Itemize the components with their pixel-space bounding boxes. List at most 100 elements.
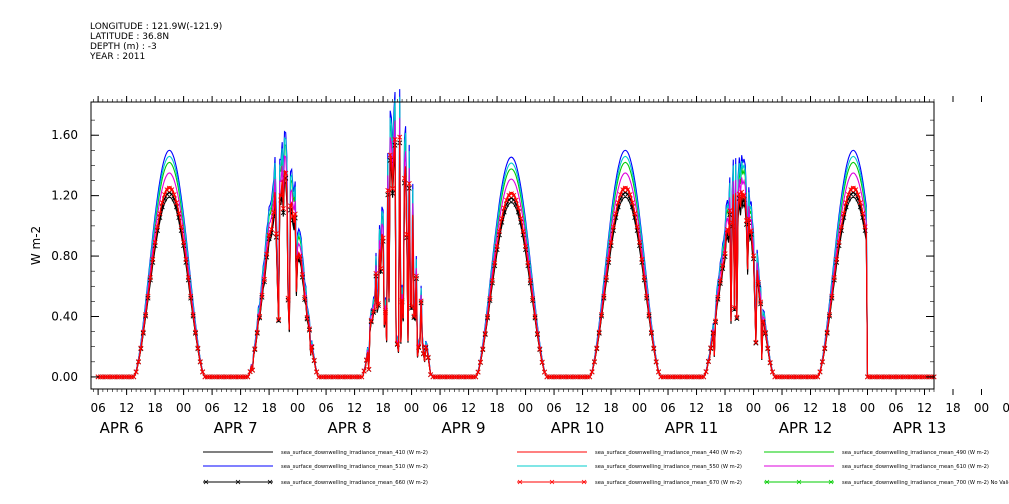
data-point bbox=[249, 367, 255, 373]
data-point bbox=[154, 224, 161, 230]
data-point bbox=[192, 329, 199, 335]
legend-label: sea_surface_downwelling_irradiance_mean_… bbox=[842, 450, 989, 456]
data-point bbox=[599, 312, 605, 318]
data-point bbox=[162, 192, 168, 198]
data-point bbox=[755, 279, 761, 285]
x-day-label: APR 9 bbox=[442, 419, 486, 437]
data-point bbox=[591, 359, 597, 365]
data-point bbox=[138, 345, 144, 351]
legend-marker bbox=[235, 479, 241, 485]
data-point bbox=[135, 359, 142, 365]
data-point bbox=[152, 239, 158, 245]
data-point bbox=[169, 187, 175, 193]
data-point bbox=[401, 175, 407, 181]
data-point bbox=[515, 205, 521, 211]
x-tick-label: 00 bbox=[746, 401, 761, 415]
data-point bbox=[646, 312, 652, 318]
x-tick-label: 12 bbox=[233, 401, 248, 415]
data-point bbox=[413, 273, 419, 279]
data-point bbox=[254, 329, 260, 335]
series-layer bbox=[95, 89, 937, 380]
data-point bbox=[266, 232, 272, 238]
data-point bbox=[276, 318, 282, 324]
data-point bbox=[734, 316, 740, 322]
x-tick-label: 06 bbox=[774, 401, 789, 415]
data-point bbox=[477, 359, 483, 365]
data-point bbox=[257, 313, 263, 319]
longitude-label: LONGITUDE : 121.9W(-121.9) bbox=[90, 22, 223, 32]
legend-marker bbox=[549, 479, 555, 485]
data-point bbox=[720, 263, 726, 269]
data-point bbox=[862, 224, 868, 230]
data-point bbox=[855, 192, 861, 198]
x-tick-label: 12 bbox=[461, 401, 476, 415]
series-line bbox=[98, 89, 934, 378]
x-day-label: APR 10 bbox=[551, 419, 605, 437]
data-point bbox=[373, 271, 379, 277]
legend-label: sea_surface_downwelling_irradiance_mean_… bbox=[842, 464, 989, 470]
x-day-label: APR 12 bbox=[779, 419, 833, 437]
data-point bbox=[404, 231, 410, 237]
data-point bbox=[620, 187, 626, 193]
data-point bbox=[264, 251, 270, 257]
data-point bbox=[409, 305, 415, 311]
data-point bbox=[252, 346, 258, 352]
data-point bbox=[596, 329, 602, 335]
data-point bbox=[387, 152, 393, 158]
data-point bbox=[380, 235, 386, 241]
data-point bbox=[188, 293, 194, 299]
data-point bbox=[741, 192, 747, 198]
x-tick-label: 18 bbox=[945, 401, 960, 415]
data-point bbox=[641, 275, 647, 281]
data-point bbox=[511, 192, 517, 198]
data-point bbox=[245, 374, 251, 380]
data-point bbox=[838, 224, 844, 230]
x-tick-label: 00 bbox=[176, 401, 191, 415]
data-point bbox=[375, 301, 381, 307]
data-point bbox=[625, 187, 631, 193]
data-point bbox=[843, 200, 849, 206]
data-point bbox=[848, 187, 854, 193]
data-point bbox=[610, 224, 616, 230]
data-point bbox=[713, 318, 719, 324]
data-point bbox=[542, 369, 548, 375]
data-point bbox=[292, 211, 298, 217]
data-point bbox=[765, 345, 771, 351]
x-tick-label: 12 bbox=[689, 401, 704, 415]
data-point bbox=[748, 228, 754, 234]
data-point bbox=[594, 345, 600, 351]
legend-marker bbox=[517, 479, 523, 485]
data-point bbox=[164, 187, 170, 193]
data-point bbox=[732, 306, 738, 312]
legend-marker bbox=[203, 479, 209, 485]
data-point bbox=[492, 260, 498, 266]
legend-label: sea_surface_downwelling_irradiance_mean_… bbox=[281, 464, 428, 470]
data-point bbox=[520, 228, 526, 234]
data-point bbox=[285, 295, 291, 301]
latitude-label: LATITUDE : 36.8N bbox=[90, 32, 170, 42]
data-point bbox=[409, 303, 415, 309]
y-tick-label: 0.00 bbox=[51, 370, 78, 384]
y-tick-label: 0.80 bbox=[51, 249, 78, 263]
data-point bbox=[826, 312, 833, 318]
data-point bbox=[494, 243, 500, 249]
data-point bbox=[518, 215, 524, 221]
data-point bbox=[147, 275, 153, 281]
data-point bbox=[394, 341, 400, 347]
y-tick-label: 1.60 bbox=[51, 128, 78, 142]
x-tick-label: 18 bbox=[489, 401, 504, 415]
data-point bbox=[824, 329, 830, 335]
data-point bbox=[143, 312, 149, 318]
data-point bbox=[482, 330, 488, 337]
data-point bbox=[606, 256, 612, 263]
x-tick-label: 12 bbox=[347, 401, 362, 415]
x-tick-label: 06 bbox=[90, 401, 105, 415]
legend-label: sea_surface_downwelling_irradiance_mean_… bbox=[595, 450, 742, 456]
data-point bbox=[831, 275, 837, 281]
data-point bbox=[420, 350, 426, 356]
data-point bbox=[601, 293, 607, 299]
legend-label: sea_surface_downwelling_irradiance_mean_… bbox=[842, 480, 1009, 486]
data-point bbox=[183, 256, 189, 263]
data-point bbox=[532, 313, 538, 320]
